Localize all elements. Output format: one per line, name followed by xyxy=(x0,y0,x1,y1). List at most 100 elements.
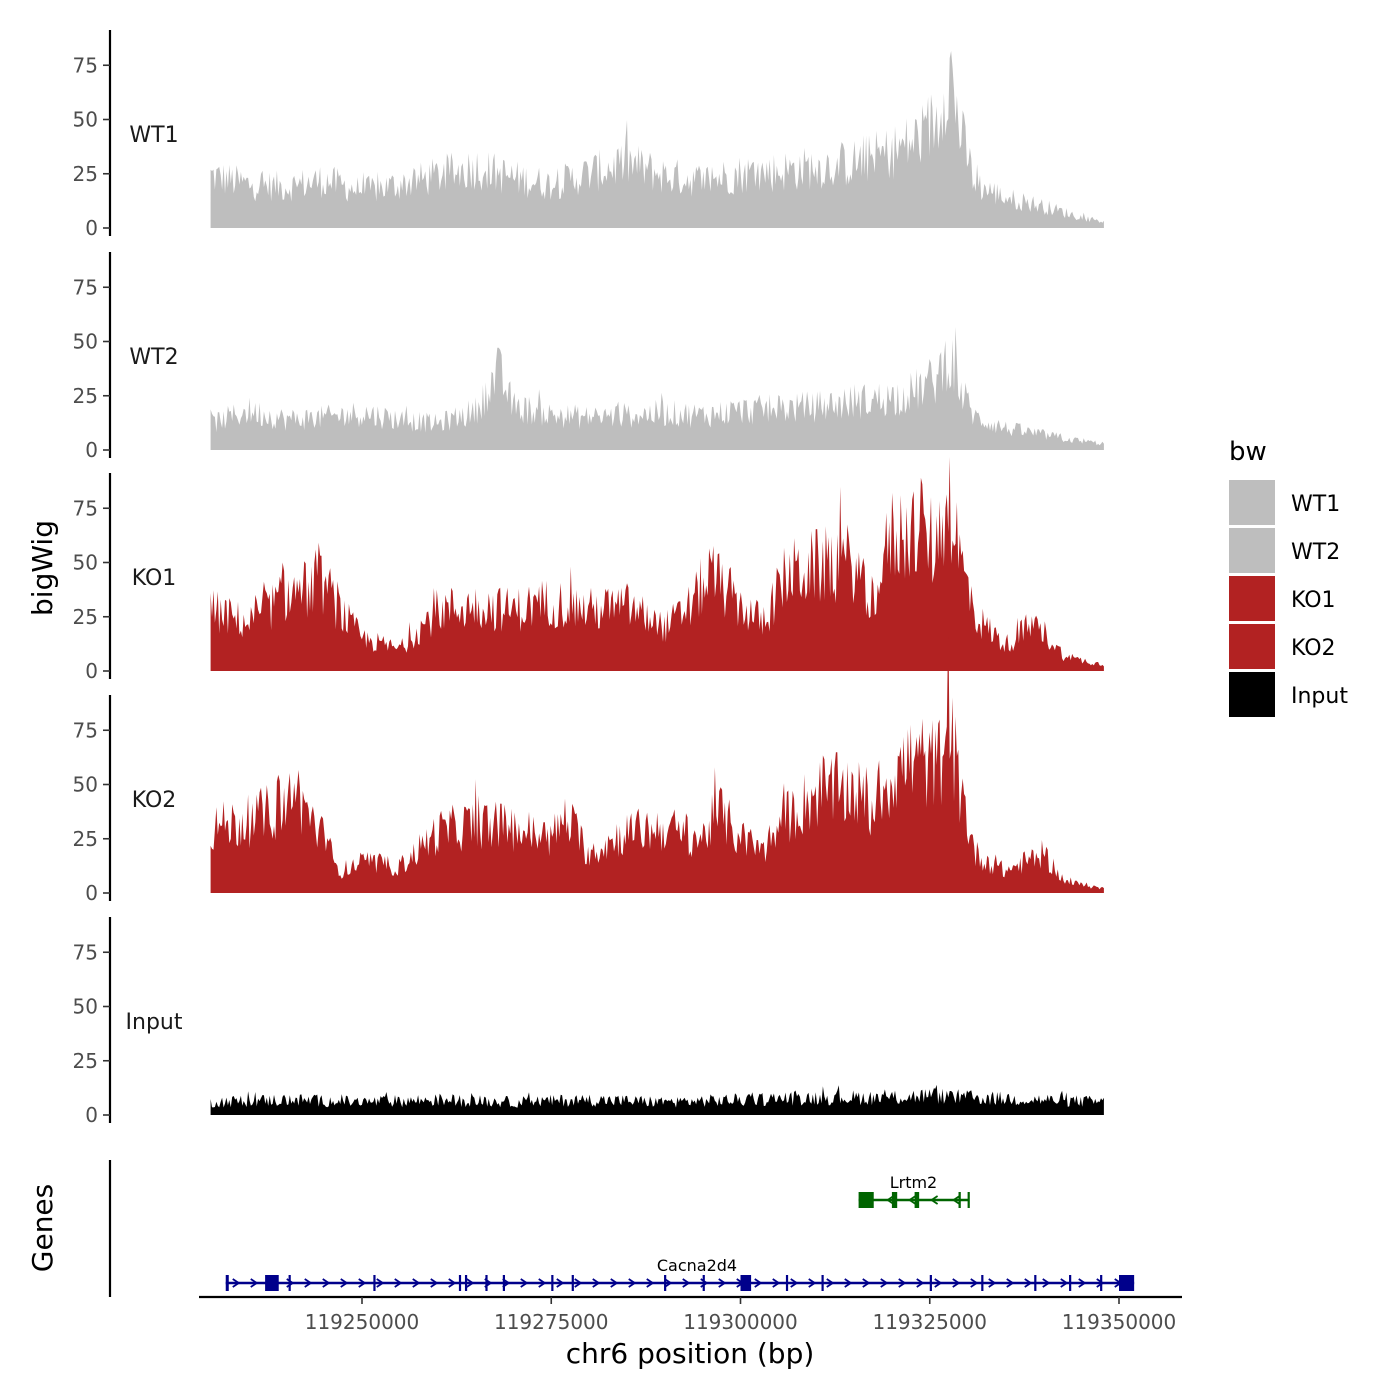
strand-chevron xyxy=(885,1195,895,1205)
strand-chevron xyxy=(754,1278,763,1288)
track-label: KO1 xyxy=(132,566,177,591)
gene-exon xyxy=(373,1275,376,1291)
track-ko2: 0 25 50 75 KO2 xyxy=(73,617,1104,905)
strand-chevron xyxy=(1078,1278,1087,1288)
y-tick-label: 0 xyxy=(85,659,98,683)
legend-label: WT1 xyxy=(1291,492,1340,517)
strand-chevron xyxy=(232,1278,241,1288)
gene-exon xyxy=(1119,1275,1135,1291)
y-tick-label: 0 xyxy=(85,1103,98,1127)
gene-exon xyxy=(981,1275,984,1291)
strand-chevron xyxy=(952,1278,961,1288)
strand-chevron xyxy=(430,1278,439,1288)
legend-key-ko1 xyxy=(1229,576,1275,622)
strand-chevron xyxy=(250,1278,259,1288)
legend-label: KO1 xyxy=(1291,588,1336,613)
legend-label: KO2 xyxy=(1291,636,1336,661)
gene-exon xyxy=(1100,1275,1103,1291)
strand-chevron xyxy=(358,1278,367,1288)
strand-chevron xyxy=(880,1278,889,1288)
signal-tracks: 0 25 50 75 WT1 0 25 50 75 WT2 0 25 50 75 KO1 0 25 50 75 KO2… xyxy=(73,30,1104,1127)
strand-chevron xyxy=(718,1278,727,1288)
x-tick-label: 119300000 xyxy=(683,1310,798,1334)
gene-exon xyxy=(502,1275,506,1291)
x-tick-label: 119350000 xyxy=(1062,1310,1177,1334)
y-tick-label: 0 xyxy=(85,881,98,905)
legend-key-wt1 xyxy=(1229,480,1275,526)
signal-area-wt1 xyxy=(210,51,1104,228)
y-tick-label: 50 xyxy=(73,551,98,575)
signal-area-ko1 xyxy=(210,457,1104,671)
strand-chevron xyxy=(826,1278,835,1288)
y-tick-label: 50 xyxy=(73,330,98,354)
legend-key-input xyxy=(1229,672,1275,718)
strand-chevron xyxy=(412,1278,421,1288)
y-tick-label: 25 xyxy=(73,827,98,851)
gene-exon xyxy=(288,1275,291,1291)
gene-label: Cacna2d4 xyxy=(657,1256,737,1275)
strand-chevron xyxy=(1024,1278,1033,1288)
strand-chevron xyxy=(466,1278,475,1288)
strand-chevron xyxy=(907,1195,917,1205)
gene-exon xyxy=(225,1275,229,1291)
strand-chevron xyxy=(646,1278,655,1288)
y-tick-label: 25 xyxy=(73,1049,98,1073)
track-label: WT1 xyxy=(129,123,178,148)
x-tick-label: 119275000 xyxy=(494,1310,609,1334)
strand-chevron xyxy=(898,1278,907,1288)
gene-exon xyxy=(1034,1275,1037,1291)
gene-lrtm2: Lrtm2 xyxy=(858,1173,970,1208)
strand-chevron xyxy=(304,1278,313,1288)
strand-chevron xyxy=(628,1278,637,1288)
y-tick-label: 0 xyxy=(85,438,98,462)
strand-chevron xyxy=(556,1278,565,1288)
gene-exon xyxy=(821,1275,824,1291)
gene-exon xyxy=(571,1275,574,1291)
x-axis: 119250000 119275000 119300000 119325000 1193… xyxy=(199,1295,1182,1334)
y-tick-label: 50 xyxy=(73,995,98,1019)
gene-exon xyxy=(702,1275,705,1291)
y-tick-label: 50 xyxy=(73,773,98,797)
x-tick-label: 119325000 xyxy=(872,1310,987,1334)
y-tick-label: 75 xyxy=(73,53,98,77)
strand-chevron xyxy=(340,1278,349,1288)
strand-chevron xyxy=(934,1278,943,1288)
legend-key-ko2 xyxy=(1229,624,1275,670)
strand-chevron xyxy=(808,1278,817,1288)
strand-chevron xyxy=(988,1278,997,1288)
gene-track: Lrtm2 Cacna2d4 xyxy=(108,1160,1135,1297)
strand-chevron xyxy=(1042,1278,1051,1288)
strand-chevron xyxy=(844,1278,853,1288)
strand-chevron xyxy=(916,1278,925,1288)
strand-chevron xyxy=(772,1278,781,1288)
gene-exon xyxy=(458,1275,462,1291)
gene-exon xyxy=(1069,1275,1072,1291)
y-tick-label: 75 xyxy=(73,496,98,520)
gene-exon xyxy=(958,1192,961,1208)
strand-chevron xyxy=(574,1278,583,1288)
x-tick-label: 119250000 xyxy=(305,1310,420,1334)
gene-exon xyxy=(664,1275,667,1291)
legend-label: WT2 xyxy=(1291,540,1340,565)
legend: bw WT1 WT2 KO1 KO2 Input xyxy=(1229,437,1348,719)
gene-exon xyxy=(929,1275,932,1291)
y-tick-label: 75 xyxy=(73,940,98,964)
strand-chevron xyxy=(862,1278,871,1288)
gene-exon xyxy=(858,1192,874,1208)
track-input: 0 25 50 75 Input xyxy=(73,917,1104,1127)
gene-exon xyxy=(740,1275,752,1291)
track-label: KO2 xyxy=(132,788,177,813)
strand-chevron xyxy=(1096,1278,1105,1288)
strand-chevron xyxy=(951,1195,961,1205)
track-wt1: 0 25 50 75 WT1 xyxy=(73,30,1104,240)
gene-exon xyxy=(265,1275,279,1291)
y-tick-label: 25 xyxy=(73,162,98,186)
legend-label: Input xyxy=(1291,684,1348,709)
strand-chevron xyxy=(682,1278,691,1288)
legend-title: bw xyxy=(1229,437,1267,467)
y-tick-label: 25 xyxy=(73,384,98,408)
strand-chevron xyxy=(520,1278,529,1288)
strand-chevron xyxy=(929,1195,939,1205)
y-tick-label: 75 xyxy=(73,275,98,299)
